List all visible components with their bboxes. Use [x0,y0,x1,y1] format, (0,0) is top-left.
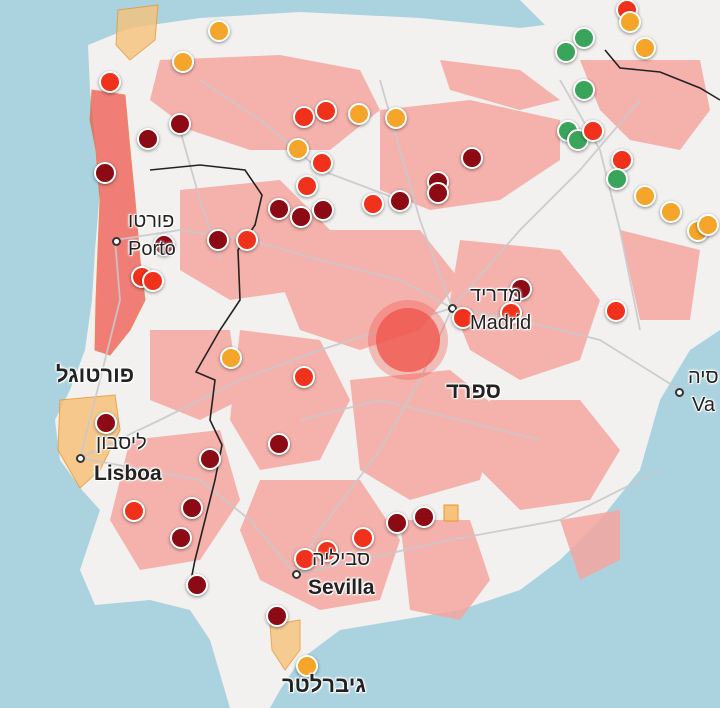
map-marker-dark-red[interactable] [312,199,334,221]
map-marker-dark-red[interactable] [510,278,532,300]
map-marker-dark-red[interactable] [153,234,175,256]
map-marker-green[interactable] [606,168,628,190]
map-marker-dark-red[interactable] [181,497,203,519]
portugal-label: פורטוגל [56,362,135,387]
lisbon-city-dot [75,453,85,463]
map-marker-dark-red[interactable] [95,412,117,434]
map-marker-dark-red[interactable] [137,128,159,150]
map-marker-red[interactable] [294,548,316,570]
map-marker-red[interactable] [236,229,258,251]
map-marker-orange[interactable] [660,201,682,223]
map-marker-orange[interactable] [619,11,641,33]
madrid-label-he: מדריד [470,284,522,306]
spain-france-border [604,49,720,101]
map-marker-red[interactable] [296,175,318,197]
valencia-label: Va [692,394,715,416]
madrid-highlight-inner [376,308,440,372]
map-marker-dark-red[interactable] [290,206,312,228]
spain-label: ספרד [446,378,501,403]
madrid-city-dot [447,303,457,313]
valencia-label-he: סיה [688,366,719,388]
map-marker-dark-red[interactable] [199,448,221,470]
map-marker-orange[interactable] [348,103,370,125]
map-marker-orange[interactable] [296,655,318,677]
sevilla-label: Sevilla [308,576,375,599]
sevilla-label-he: סביליה [312,548,371,570]
lisbon-label: Lisboa [94,462,162,485]
map-marker-red[interactable] [362,193,384,215]
map-marker-orange[interactable] [287,138,309,160]
map-marker-red[interactable] [500,302,522,324]
porto-label-he: פורטו [128,210,175,232]
map-marker-red[interactable] [123,500,145,522]
map-marker-dark-red[interactable] [461,147,483,169]
porto-label: Porto [128,238,176,260]
map-marker-dark-red[interactable] [169,113,191,135]
madrid-label: Madrid [470,312,532,334]
map-marker-dark-red[interactable] [268,433,290,455]
map-marker-orange[interactable] [220,347,242,369]
sevilla-city-dot [291,569,301,579]
south-zone [269,619,301,671]
map-marker-dark-red[interactable] [186,574,208,596]
map-marker-red[interactable] [293,366,315,388]
map-marker-green[interactable] [573,79,595,101]
map-marker-green[interactable] [573,27,595,49]
map-marker-red[interactable] [293,106,315,128]
porto-city-dot [111,236,121,246]
north-zone [115,4,159,61]
map-marker-dark-red[interactable] [207,229,229,251]
map-marker-orange[interactable] [697,214,719,236]
map-marker-orange[interactable] [634,185,656,207]
map-marker-dark-red[interactable] [386,512,408,534]
lisbon-label-he: ליסבון [96,432,147,454]
map-marker-red[interactable] [452,307,474,329]
map-marker-orange[interactable] [385,107,407,129]
map-marker-orange[interactable] [634,37,656,59]
gibraltar-label: גיברלטר [282,672,366,697]
map-marker-red[interactable] [605,300,627,322]
map-marker-dark-red[interactable] [389,190,411,212]
map-marker-dark-red[interactable] [94,162,116,184]
map-marker-dark-red[interactable] [170,527,192,549]
map-marker-red[interactable] [352,527,374,549]
portugal-spain-border [149,164,263,586]
map-marker-red[interactable] [316,540,338,562]
map-marker-dark-red[interactable] [413,506,435,528]
map-marker-red[interactable] [315,100,337,122]
map-marker-red[interactable] [99,71,121,93]
map-marker-red[interactable] [582,120,604,142]
map-marker-green[interactable] [555,41,577,63]
valencia-city-dot [674,387,684,397]
east-zone [443,504,459,522]
map-marker-orange[interactable] [172,51,194,73]
map-marker-red[interactable] [311,152,333,174]
map-marker-red[interactable] [142,270,164,292]
map-marker-orange[interactable] [208,20,230,42]
map-marker-dark-red[interactable] [268,198,290,220]
map-marker-dark-red[interactable] [266,605,288,627]
map-marker-dark-red[interactable] [427,182,449,204]
